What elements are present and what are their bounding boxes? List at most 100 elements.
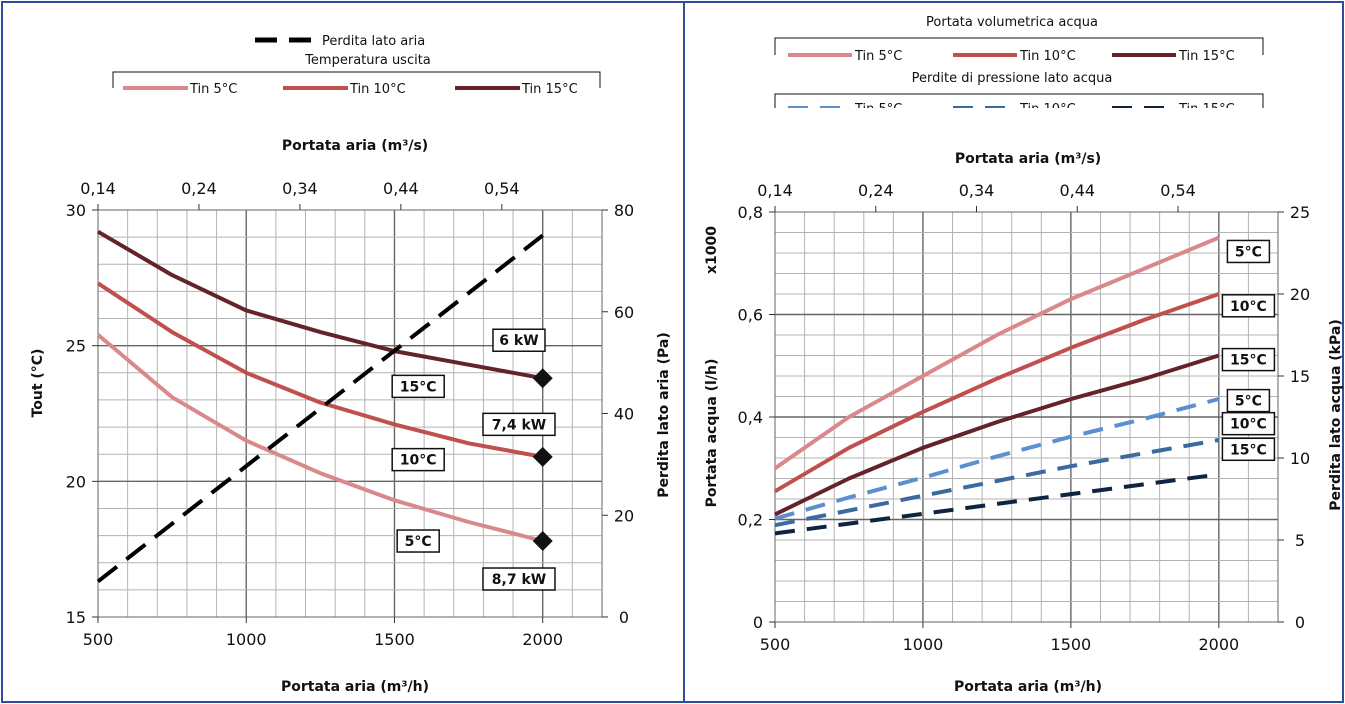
- annotation-label: 5°C: [1235, 394, 1262, 410]
- y2-axis-label: Perdita lato aria (Pa): [656, 332, 672, 498]
- annotation-box: [1221, 294, 1276, 318]
- operating-point-marker: [532, 446, 553, 467]
- x2-tick-label: 0,14: [80, 179, 116, 198]
- left-axes: 500 1000 1500 2000 0,14 0,24 0,34 0,44 0,54 15 20 2…: [66, 179, 635, 649]
- legend-airloss-label: Perdita lato aria: [322, 34, 425, 49]
- y-axis-label: Tout (°C): [30, 349, 46, 418]
- x2-tick-label: 0,44: [383, 179, 419, 198]
- annotation-box: [1221, 347, 1276, 372]
- y2-axis-label: Perdita lato acqua (kPa): [1328, 319, 1344, 510]
- legend-label-tin5: Tin 5°C: [189, 82, 237, 97]
- x-tick-label: 2000: [1198, 635, 1239, 654]
- x-tick-label: 1000: [226, 630, 267, 649]
- annotation-box: [391, 447, 445, 472]
- annotation-label: 7,4 kW: [492, 417, 546, 433]
- x-tick-label: 2000: [522, 630, 563, 649]
- y2-tick-label: 80: [614, 201, 634, 220]
- y-tick-label: 15: [66, 608, 86, 627]
- annotation-label: 15°C: [1230, 442, 1267, 458]
- annotation-box: [1221, 437, 1276, 462]
- x-tick-label: 500: [760, 635, 791, 654]
- left-annotations: 6 kW 15°C 7,4 kW 10°C 5°C 8,7 kW: [391, 328, 556, 591]
- annotation-box: [492, 328, 546, 352]
- annotation-box: [391, 374, 445, 399]
- series-line-pressure-tin10: [774, 438, 1220, 528]
- legend-group1-title: Portata volumetrica acqua: [926, 15, 1098, 30]
- outlet-temperature-chart: Perdita lato aria Temperatura uscita Tin…: [30, 34, 672, 695]
- series-line-tin15: [96, 229, 544, 381]
- legend-group-title: Temperatura uscita: [304, 53, 431, 68]
- x-axis-label: Portata aria (m³/h): [281, 679, 429, 695]
- y-tick-label: 0,8: [738, 203, 763, 222]
- y-axis-label: Portata acqua (l/h): [704, 359, 720, 508]
- annotation-label: 15°C: [1230, 353, 1267, 369]
- y2-tick-label: 20: [1290, 285, 1310, 304]
- x2-tick-label: 0,14: [757, 181, 793, 200]
- y-tick-label: 0,4: [738, 408, 763, 427]
- right-grid: [774, 211, 1279, 623]
- legend-clip-mask: [770, 108, 1270, 114]
- legend-label-tin15: Tin 15°C: [521, 82, 578, 97]
- left-markers: [532, 368, 553, 552]
- legend-label-tin10: Tin 10°C: [349, 82, 406, 97]
- y-tick-label: 25: [66, 337, 86, 356]
- series-line-flow-tin5: [773, 235, 1220, 470]
- y-tick-label: 30: [66, 201, 86, 220]
- annotation-label: 5°C: [1235, 244, 1262, 260]
- series-line-flow-tin10: [773, 292, 1220, 494]
- x2-tick-label: 0,34: [282, 179, 318, 198]
- right-axes: 500 1000 1500 2000 0,14 0,24 0,34 0,44 0,54 0 0,2 0…: [738, 181, 1311, 654]
- operating-point-marker: [532, 368, 553, 389]
- y-tick-label: 0: [753, 613, 763, 632]
- x2-tick-label: 0,24: [858, 181, 894, 200]
- x-tick-label: 1000: [903, 635, 944, 654]
- annotation-label: 6 kW: [499, 333, 538, 349]
- series-line-flow-tin15: [774, 353, 1220, 517]
- y2-tick-label: 40: [614, 405, 634, 424]
- y2-tick-label: 60: [614, 303, 634, 322]
- x2-tick-label: 0,44: [1059, 181, 1095, 200]
- annotation-label: 8,7 kW: [492, 572, 546, 588]
- x-tick-label: 500: [83, 630, 114, 649]
- annotation-box: [1221, 411, 1276, 436]
- operating-point-marker: [532, 531, 553, 552]
- annotation-label: 15°C: [400, 379, 437, 395]
- annotation-label: 10°C: [1230, 417, 1267, 433]
- legend-label-flow-tin5: Tin 5°C: [854, 49, 902, 64]
- annotation-box: [482, 412, 556, 437]
- y-tick-label: 0,2: [738, 511, 763, 530]
- y2-tick-label: 20: [614, 506, 634, 525]
- series-line-airloss: [96, 233, 544, 583]
- annotation-label: 10°C: [400, 453, 437, 469]
- x-tick-label: 1500: [1051, 635, 1092, 654]
- annotation-box: [482, 567, 556, 591]
- left-legend: Perdita lato aria Temperatura uscita Tin…: [112, 34, 601, 97]
- series-line-pressure-tin15: [774, 472, 1220, 536]
- annotation-box: [1226, 388, 1271, 413]
- y-tick-label: 0,6: [738, 306, 763, 325]
- annotation-label: 5°C: [405, 534, 432, 550]
- legend-label-flow-tin15: Tin 15°C: [1178, 49, 1235, 64]
- legend-group1-bracket: [774, 37, 1264, 55]
- legend-bracket: [112, 71, 601, 88]
- left-series: [96, 229, 544, 583]
- y2-tick-label: 15: [1290, 367, 1310, 386]
- x2-axis-label: Portata aria (m³/s): [282, 138, 428, 154]
- x2-tick-label: 0,24: [181, 179, 217, 198]
- y2-tick-label: 25: [1290, 203, 1310, 222]
- right-legend: Portata volumetrica acqua Tin 5°C Tin 10…: [770, 15, 1270, 117]
- annotation-box: [1226, 239, 1271, 264]
- legend-label-flow-tin10: Tin 10°C: [1019, 49, 1076, 64]
- x2-tick-label: 0,54: [484, 179, 520, 198]
- series-line-pressure-tin5: [774, 397, 1220, 521]
- water-flow-chart: Portata volumetrica acqua Tin 5°C Tin 10…: [704, 15, 1344, 695]
- x2-axis-label: Portata aria (m³/s): [955, 151, 1101, 167]
- legend-group2-title: Perdite di pressione lato acqua: [912, 71, 1113, 86]
- annotation-label: 10°C: [1230, 299, 1267, 315]
- y2-tick-label: 0: [1295, 613, 1305, 632]
- x-tick-label: 1500: [374, 630, 415, 649]
- series-line-tin5: [96, 333, 544, 543]
